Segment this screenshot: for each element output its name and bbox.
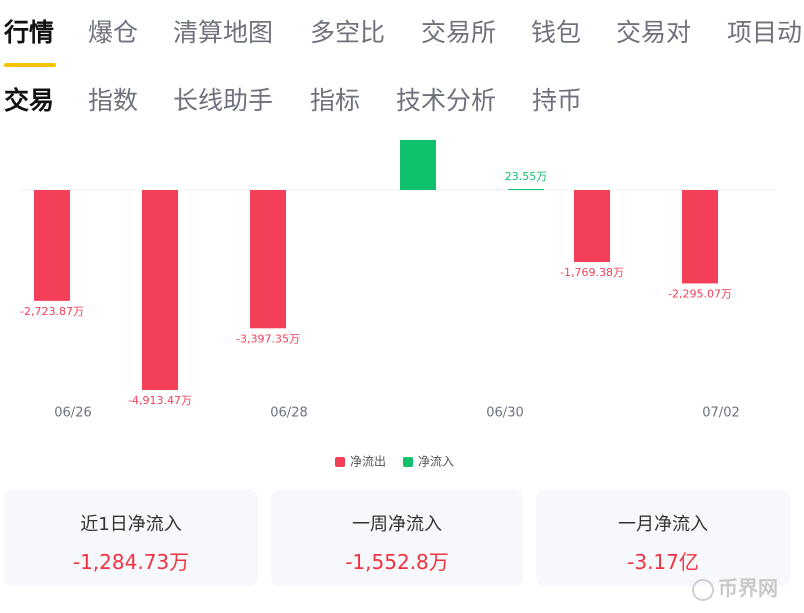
tab[interactable]: 交易对 [616,18,692,47]
tab[interactable]: 爆仓 [88,18,139,47]
value-label: -3,397.35万 [236,332,300,345]
bar [250,190,286,329]
x-tick-label: 07/02 [702,406,739,421]
watermark-text: 币界网 [718,576,778,600]
tab[interactable]: 指标 [310,86,361,115]
card-label: 一月净流入 [618,514,708,535]
tab[interactable]: 交易 [4,86,55,115]
chart: 06/26 -2,723.87万 -4,913.47万 06/28 -3,397.35万… [20,139,776,469]
card-value: -3.17亿 [627,550,699,574]
tab[interactable]: 多空比 [310,18,386,47]
legend-swatch [335,457,345,467]
card: 一周净流入 -1,552.8万 [271,490,523,586]
value-label: 23.55万 [505,170,548,183]
card: 一月净流入 -3.17亿 [536,490,790,586]
tab[interactable]: 交易所 [421,18,497,47]
card-label: 近1日净流入 [80,514,182,535]
bar [34,190,70,301]
value-label: -2,723.87万 [20,305,84,318]
tab[interactable]: 指数 [88,86,139,115]
x-tick-label: 06/26 [54,406,91,421]
value-label: -1,769.38万 [560,266,624,279]
legend-label: 净流出 [350,455,386,469]
tab[interactable]: 项目动 [727,18,803,47]
value-label: -4,913.47万 [128,394,192,407]
tab[interactable]: 技术分析 [396,86,497,115]
tab[interactable]: 清算地图 [173,18,274,47]
watermark-icon [692,578,714,601]
x-tick-label: 06/30 [486,406,523,421]
tab[interactable]: 钱包 [531,18,582,47]
card-label: 一周净流入 [352,514,442,535]
tab[interactable]: 长线助手 [173,86,274,115]
bar [508,189,544,191]
tab[interactable]: 持币 [532,86,583,115]
card-value: -1,284.73万 [72,550,190,574]
legend-label: 净流入 [418,455,454,469]
card: 近1日净流入 -1,284.73万 [4,490,258,586]
x-tick-label: 06/28 [270,406,307,421]
bar [400,139,436,190]
active-indicator [4,63,56,67]
bar [682,190,718,284]
value-label: -2,295.07万 [668,287,732,300]
card-value: -1,552.8万 [345,550,449,574]
legend-swatch [403,457,413,467]
tab[interactable]: 行情 [4,18,55,47]
watermark: 币界网 [692,572,778,601]
bar [574,190,610,263]
bar [142,190,178,390]
